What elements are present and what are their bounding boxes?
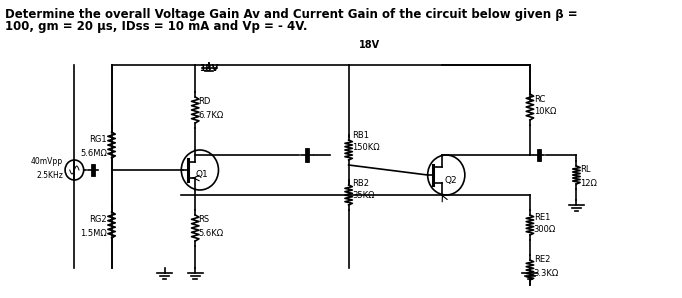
- Text: RC: RC: [533, 94, 545, 103]
- Text: 12Ω: 12Ω: [580, 179, 597, 187]
- Text: 5.6MΩ: 5.6MΩ: [80, 148, 107, 158]
- Text: Q2: Q2: [445, 176, 457, 184]
- Text: RB2: RB2: [353, 179, 370, 187]
- Text: 40mVpp: 40mVpp: [31, 158, 63, 167]
- Text: RD: RD: [198, 97, 211, 106]
- Text: 10KΩ: 10KΩ: [533, 108, 556, 117]
- Text: 1.5MΩ: 1.5MΩ: [80, 229, 107, 238]
- Text: RG2: RG2: [89, 215, 107, 224]
- Text: 150KΩ: 150KΩ: [353, 142, 380, 151]
- Text: 18V: 18V: [359, 40, 380, 50]
- Text: 35KΩ: 35KΩ: [353, 190, 375, 199]
- Text: 6.7KΩ: 6.7KΩ: [198, 111, 223, 119]
- Text: Q1: Q1: [195, 170, 208, 179]
- Text: RG1: RG1: [89, 136, 107, 145]
- Text: 2.5KHz: 2.5KHz: [36, 170, 63, 179]
- Text: 100, gm = 20 μs, IDss = 10 mA and Vp = - 4V.: 100, gm = 20 μs, IDss = 10 mA and Vp = -…: [5, 20, 307, 33]
- Text: Determine the overall Voltage Gain Av and Current Gain of the circuit below give: Determine the overall Voltage Gain Av an…: [5, 8, 577, 21]
- Text: 300Ω: 300Ω: [533, 226, 556, 235]
- Text: RL: RL: [580, 165, 591, 175]
- Text: RS: RS: [198, 215, 209, 224]
- Text: 18V: 18V: [199, 64, 219, 73]
- Text: 3.3KΩ: 3.3KΩ: [533, 268, 559, 277]
- Text: 5.6KΩ: 5.6KΩ: [198, 229, 223, 238]
- Text: RE2: RE2: [533, 255, 550, 265]
- Text: RE1: RE1: [533, 212, 550, 221]
- Text: RB1: RB1: [353, 131, 370, 139]
